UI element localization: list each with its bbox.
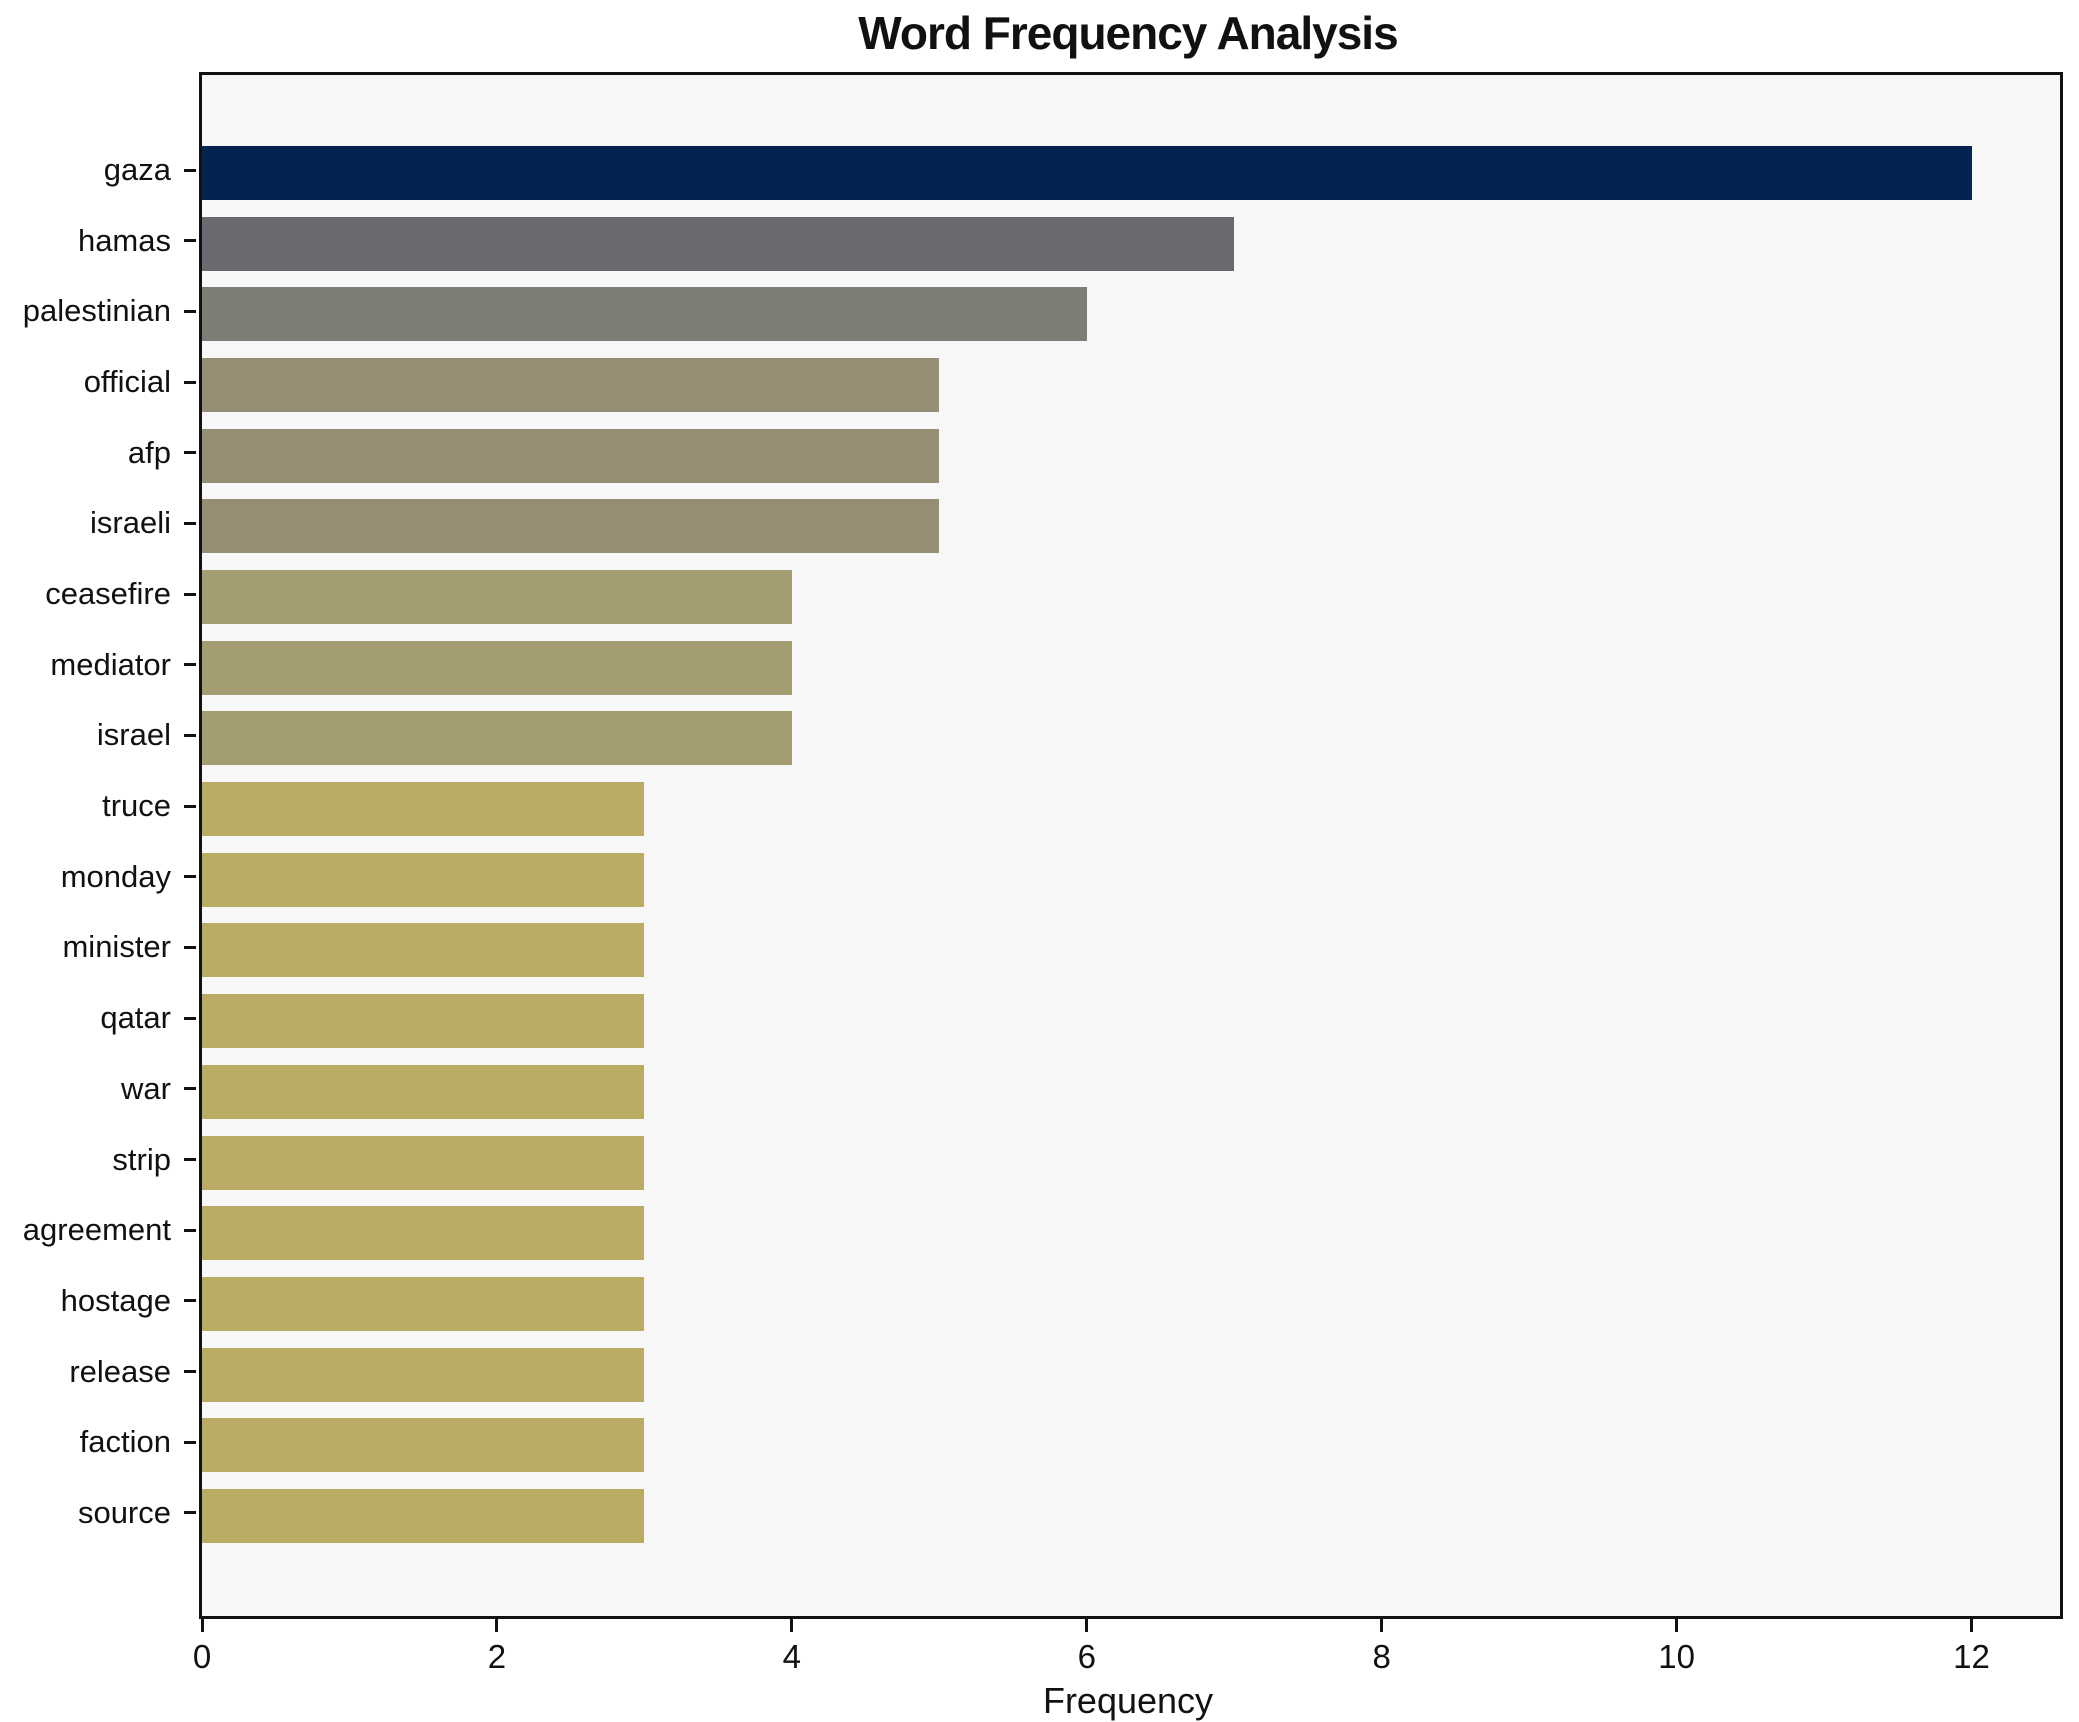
y-tick-mark xyxy=(184,1370,196,1374)
y-tick-mark xyxy=(184,239,196,243)
y-tick-label: strip xyxy=(112,1141,171,1177)
bar-official xyxy=(202,358,940,413)
y-tick-mark xyxy=(184,1299,196,1303)
y-tick-label: war xyxy=(121,1070,171,1106)
y-tick-label: monday xyxy=(60,858,171,894)
y-tick-label: israeli xyxy=(90,505,171,541)
y-tick-mark xyxy=(184,1228,196,1232)
y-tick-label: hamas xyxy=(77,222,171,258)
y-tick-label: palestinian xyxy=(22,293,171,329)
bar-monday xyxy=(202,852,645,907)
bar-strip xyxy=(202,1135,645,1190)
y-tick-label: qatar xyxy=(100,1000,171,1036)
x-tick-mark xyxy=(495,1618,499,1632)
bar-afp xyxy=(202,428,940,483)
bar-israeli xyxy=(202,499,940,554)
bar-release xyxy=(202,1347,645,1402)
bar-hamas xyxy=(202,216,1235,271)
bar-faction xyxy=(202,1418,645,1473)
bar-war xyxy=(202,1064,645,1119)
y-tick-mark xyxy=(184,1440,196,1444)
bar-source xyxy=(202,1488,645,1543)
y-tick-label: truce xyxy=(102,788,171,824)
y-tick-mark xyxy=(184,309,196,313)
x-tick-label: 4 xyxy=(782,1638,801,1675)
x-tick-mark xyxy=(200,1618,204,1632)
x-tick-mark xyxy=(1380,1618,1384,1632)
y-tick-mark xyxy=(184,1511,196,1515)
bar-gaza xyxy=(202,146,1972,200)
y-tick-label: release xyxy=(69,1353,171,1389)
y-tick-mark xyxy=(184,168,196,172)
plot-area xyxy=(199,72,2063,1619)
y-tick-mark xyxy=(184,380,196,384)
y-tick-label: agreement xyxy=(22,1212,171,1248)
x-tick-label: 8 xyxy=(1372,1638,1391,1675)
y-tick-label: ceasefire xyxy=(45,576,171,612)
bar-agreement xyxy=(202,1206,645,1261)
bar-minister xyxy=(202,923,645,978)
bar-hostage xyxy=(202,1276,645,1331)
y-tick-mark xyxy=(184,875,196,879)
y-tick-mark xyxy=(184,733,196,737)
y-tick-mark xyxy=(184,945,196,949)
chart-title: Word Frequency Analysis xyxy=(858,7,1398,59)
x-tick-mark xyxy=(1970,1618,1974,1632)
y-tick-label: afp xyxy=(127,434,171,470)
y-tick-label: hostage xyxy=(60,1282,171,1318)
bar-mediator xyxy=(202,640,792,695)
x-tick-mark xyxy=(1085,1618,1089,1632)
y-tick-label: official xyxy=(83,364,171,400)
y-tick-mark xyxy=(184,663,196,667)
bar-palestinian xyxy=(202,287,1087,342)
y-axis: gaza hamas palestinian official afp israeli ce… xyxy=(0,72,199,1613)
y-tick-label: israel xyxy=(96,717,171,753)
x-tick-label: 2 xyxy=(487,1638,507,1675)
y-tick-label: minister xyxy=(62,929,171,965)
y-tick-label: source xyxy=(77,1494,171,1530)
x-axis-label: Frequency xyxy=(1042,1680,1214,1721)
x-tick-label: 10 xyxy=(1658,1638,1695,1675)
y-tick-mark xyxy=(184,521,196,525)
x-axis: Frequency 0 2 4 6 8 10 12 xyxy=(193,1616,2057,1722)
bar-truce xyxy=(202,782,645,837)
y-tick-mark xyxy=(184,1158,196,1162)
y-tick-mark xyxy=(184,592,196,596)
bar-israel xyxy=(202,711,792,766)
x-tick-mark xyxy=(1675,1618,1679,1632)
y-tick-label: gaza xyxy=(103,152,171,187)
x-tick-mark xyxy=(790,1618,794,1632)
y-tick-mark xyxy=(184,1087,196,1091)
x-tick-label: 0 xyxy=(192,1638,212,1675)
y-tick-mark xyxy=(184,804,196,808)
bar-ceasefire xyxy=(202,570,792,625)
y-tick-mark xyxy=(184,1016,196,1020)
x-tick-label: 6 xyxy=(1077,1638,1096,1675)
x-tick-label: 12 xyxy=(1953,1638,1990,1675)
bar-qatar xyxy=(202,994,645,1049)
y-tick-mark xyxy=(184,451,196,455)
y-tick-label: mediator xyxy=(50,646,171,682)
y-tick-label: faction xyxy=(79,1424,171,1460)
